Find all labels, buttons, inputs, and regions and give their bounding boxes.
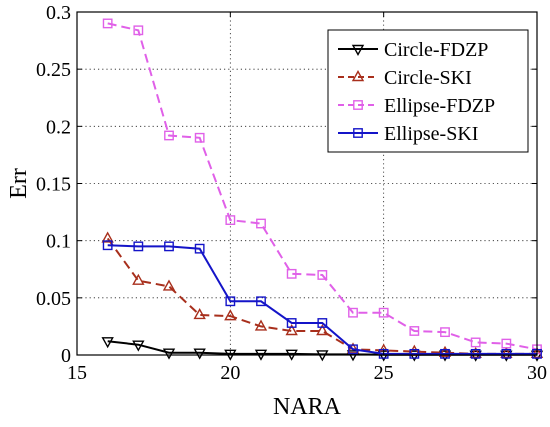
data-point <box>440 348 450 359</box>
y-tick-label: 0.3 <box>46 2 71 24</box>
data-point <box>500 346 513 359</box>
legend-marker <box>351 44 365 56</box>
x-tick-label: 25 <box>374 362 394 384</box>
data-point <box>225 215 236 225</box>
y-tick-label: 0.15 <box>36 174 71 196</box>
legend-item: Ellipse-SKI <box>338 123 478 145</box>
data-point <box>132 340 145 352</box>
x-tick-label: 20 <box>220 362 240 384</box>
data-point <box>317 270 328 280</box>
data-point <box>132 273 145 285</box>
data-point <box>162 348 176 360</box>
data-point <box>316 324 329 336</box>
data-point <box>133 25 144 36</box>
data-point <box>317 318 328 328</box>
axis-ticks: 15 20 25 30 0 0.05 0.1 0.15 0.2 0.25 0.3 <box>36 2 547 384</box>
x-axis-label: NARA <box>273 394 342 420</box>
x-tick-label: 15 <box>67 362 87 384</box>
legend-label: Ellipse-SKI <box>384 123 478 145</box>
data-point <box>225 296 236 307</box>
data-point <box>193 308 206 320</box>
data-point <box>285 324 298 336</box>
y-tick-label: 0.05 <box>36 288 71 310</box>
data-point <box>378 307 389 318</box>
legend-label: Ellipse-FDZP <box>384 95 495 117</box>
data-point <box>194 243 205 254</box>
data-point <box>378 348 389 359</box>
series-line <box>107 244 537 355</box>
data-point <box>254 319 268 331</box>
data-point <box>194 132 205 143</box>
data-point <box>102 18 113 29</box>
data-point <box>348 307 358 318</box>
data-point <box>224 309 237 321</box>
legend-marker <box>353 100 363 110</box>
legend-item: Circle-FDZP <box>338 39 488 61</box>
data-point <box>348 344 358 355</box>
legend-marker <box>353 128 363 138</box>
x-tick-label: 30 <box>527 362 547 384</box>
data-point <box>286 268 297 279</box>
legend: Circle-FDZP Circle-SKI Ellipse-FDZP Ellipse… <box>327 29 529 153</box>
series-line <box>107 22 538 351</box>
data-point <box>440 327 450 338</box>
series-ellipse-fdzp <box>102 18 542 355</box>
data-point <box>286 318 297 328</box>
legend-marker <box>351 70 365 82</box>
y-tick-label: 0 <box>61 345 71 367</box>
series-ellipse-ski <box>102 240 542 359</box>
data-point <box>256 296 266 307</box>
data-point <box>409 348 420 359</box>
y-axis-label: Err <box>6 168 32 199</box>
data-point <box>470 348 481 359</box>
legend-label: Circle-FDZP <box>384 39 488 61</box>
data-point <box>133 241 144 252</box>
data-point <box>101 337 114 349</box>
data-point <box>438 345 452 357</box>
data-point <box>501 348 512 359</box>
y-tick-label: 0.25 <box>36 59 71 81</box>
data-point <box>164 130 174 141</box>
data-point <box>409 326 420 336</box>
legend-item: Circle-SKI <box>338 67 472 89</box>
data-point <box>469 346 482 359</box>
data-point <box>501 338 512 349</box>
y-tick-label: 0.2 <box>46 116 71 138</box>
data-point <box>101 231 114 243</box>
data-point <box>500 350 513 362</box>
y-tick-label: 0.1 <box>46 231 71 253</box>
data-point <box>256 218 266 229</box>
legend-box <box>327 29 529 153</box>
data-point <box>164 241 174 252</box>
data-point <box>470 337 481 348</box>
legend-item: Ellipse-FDZP <box>338 95 495 117</box>
legend-label: Circle-SKI <box>384 67 472 89</box>
data-point <box>469 350 482 362</box>
data-point <box>102 240 113 251</box>
data-point <box>162 279 176 291</box>
data-point <box>193 348 206 360</box>
